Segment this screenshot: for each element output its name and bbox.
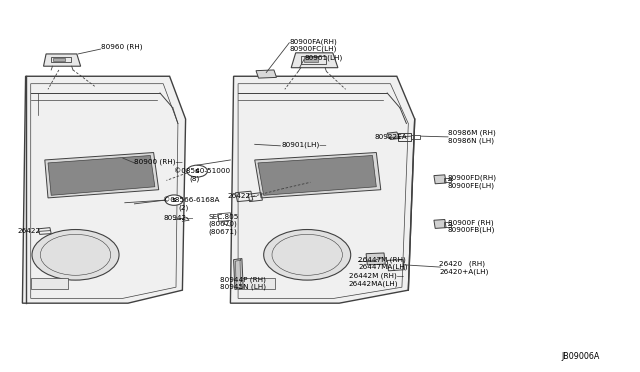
Bar — [398, 133, 411, 141]
Polygon shape — [258, 155, 376, 195]
Text: 26447MA(LH): 26447MA(LH) — [358, 264, 408, 270]
Text: 26420   (RH): 26420 (RH) — [439, 261, 485, 267]
Circle shape — [264, 230, 351, 280]
Polygon shape — [45, 153, 159, 198]
Circle shape — [32, 230, 119, 280]
Bar — [53, 58, 65, 61]
Text: S: S — [195, 169, 200, 174]
Text: (8): (8) — [189, 176, 200, 182]
Text: 80961(LH): 80961(LH) — [305, 54, 343, 61]
Text: 80922EA: 80922EA — [374, 134, 407, 140]
Text: 80945N (LH): 80945N (LH) — [220, 284, 266, 291]
Text: 80960 (RH): 80960 (RH) — [101, 43, 143, 50]
Bar — [301, 56, 326, 64]
Text: 80900FE(LH): 80900FE(LH) — [448, 182, 495, 189]
Circle shape — [165, 195, 183, 205]
Text: 80986M (RH): 80986M (RH) — [448, 130, 496, 137]
Text: 80900FA(RH): 80900FA(RH) — [290, 38, 338, 45]
Bar — [238, 278, 275, 289]
Text: 80900 (RH)—: 80900 (RH)— — [134, 158, 183, 165]
Text: 80944P (RH): 80944P (RH) — [220, 276, 266, 283]
Text: 80900FD(RH): 80900FD(RH) — [448, 174, 497, 181]
Bar — [411, 135, 420, 139]
Text: 80900FB(LH): 80900FB(LH) — [448, 227, 495, 233]
Text: 26420+A(LH): 26420+A(LH) — [439, 268, 488, 275]
Circle shape — [187, 165, 207, 177]
Text: S: S — [172, 198, 177, 203]
Polygon shape — [48, 155, 155, 195]
Polygon shape — [44, 54, 81, 66]
Polygon shape — [255, 153, 381, 198]
Text: SEC.805: SEC.805 — [209, 214, 239, 219]
Text: 26422—: 26422— — [227, 193, 257, 199]
Text: ©08566-6168A: ©08566-6168A — [163, 197, 219, 203]
Bar — [444, 222, 451, 227]
Bar — [444, 178, 451, 182]
Text: ©08540-51000: ©08540-51000 — [174, 168, 230, 174]
Text: 26442MA(LH): 26442MA(LH) — [349, 280, 398, 287]
Bar — [304, 57, 318, 62]
Bar — [51, 57, 71, 62]
Polygon shape — [234, 259, 243, 289]
Text: 80986N (LH): 80986N (LH) — [448, 137, 494, 144]
Text: 80900FC(LH): 80900FC(LH) — [290, 46, 337, 52]
Text: (80670): (80670) — [209, 221, 237, 227]
Polygon shape — [387, 132, 400, 140]
Polygon shape — [434, 175, 446, 184]
Polygon shape — [366, 253, 385, 265]
Bar — [31, 278, 68, 289]
Text: 26447M (RH): 26447M (RH) — [358, 256, 406, 263]
Text: 26422: 26422 — [18, 228, 41, 234]
Text: (80671): (80671) — [209, 228, 237, 235]
Text: 80900F (RH): 80900F (RH) — [448, 219, 493, 226]
Polygon shape — [230, 76, 415, 303]
Polygon shape — [434, 219, 446, 228]
Polygon shape — [22, 76, 186, 303]
Polygon shape — [256, 70, 276, 78]
Text: JB09006A: JB09006A — [562, 352, 600, 361]
Text: 80942—: 80942— — [164, 215, 194, 221]
Text: (2): (2) — [178, 205, 188, 211]
Text: 26442M (RH)—: 26442M (RH)— — [349, 273, 404, 279]
Text: 80901(LH)—: 80901(LH)— — [282, 142, 327, 148]
Polygon shape — [291, 53, 338, 68]
